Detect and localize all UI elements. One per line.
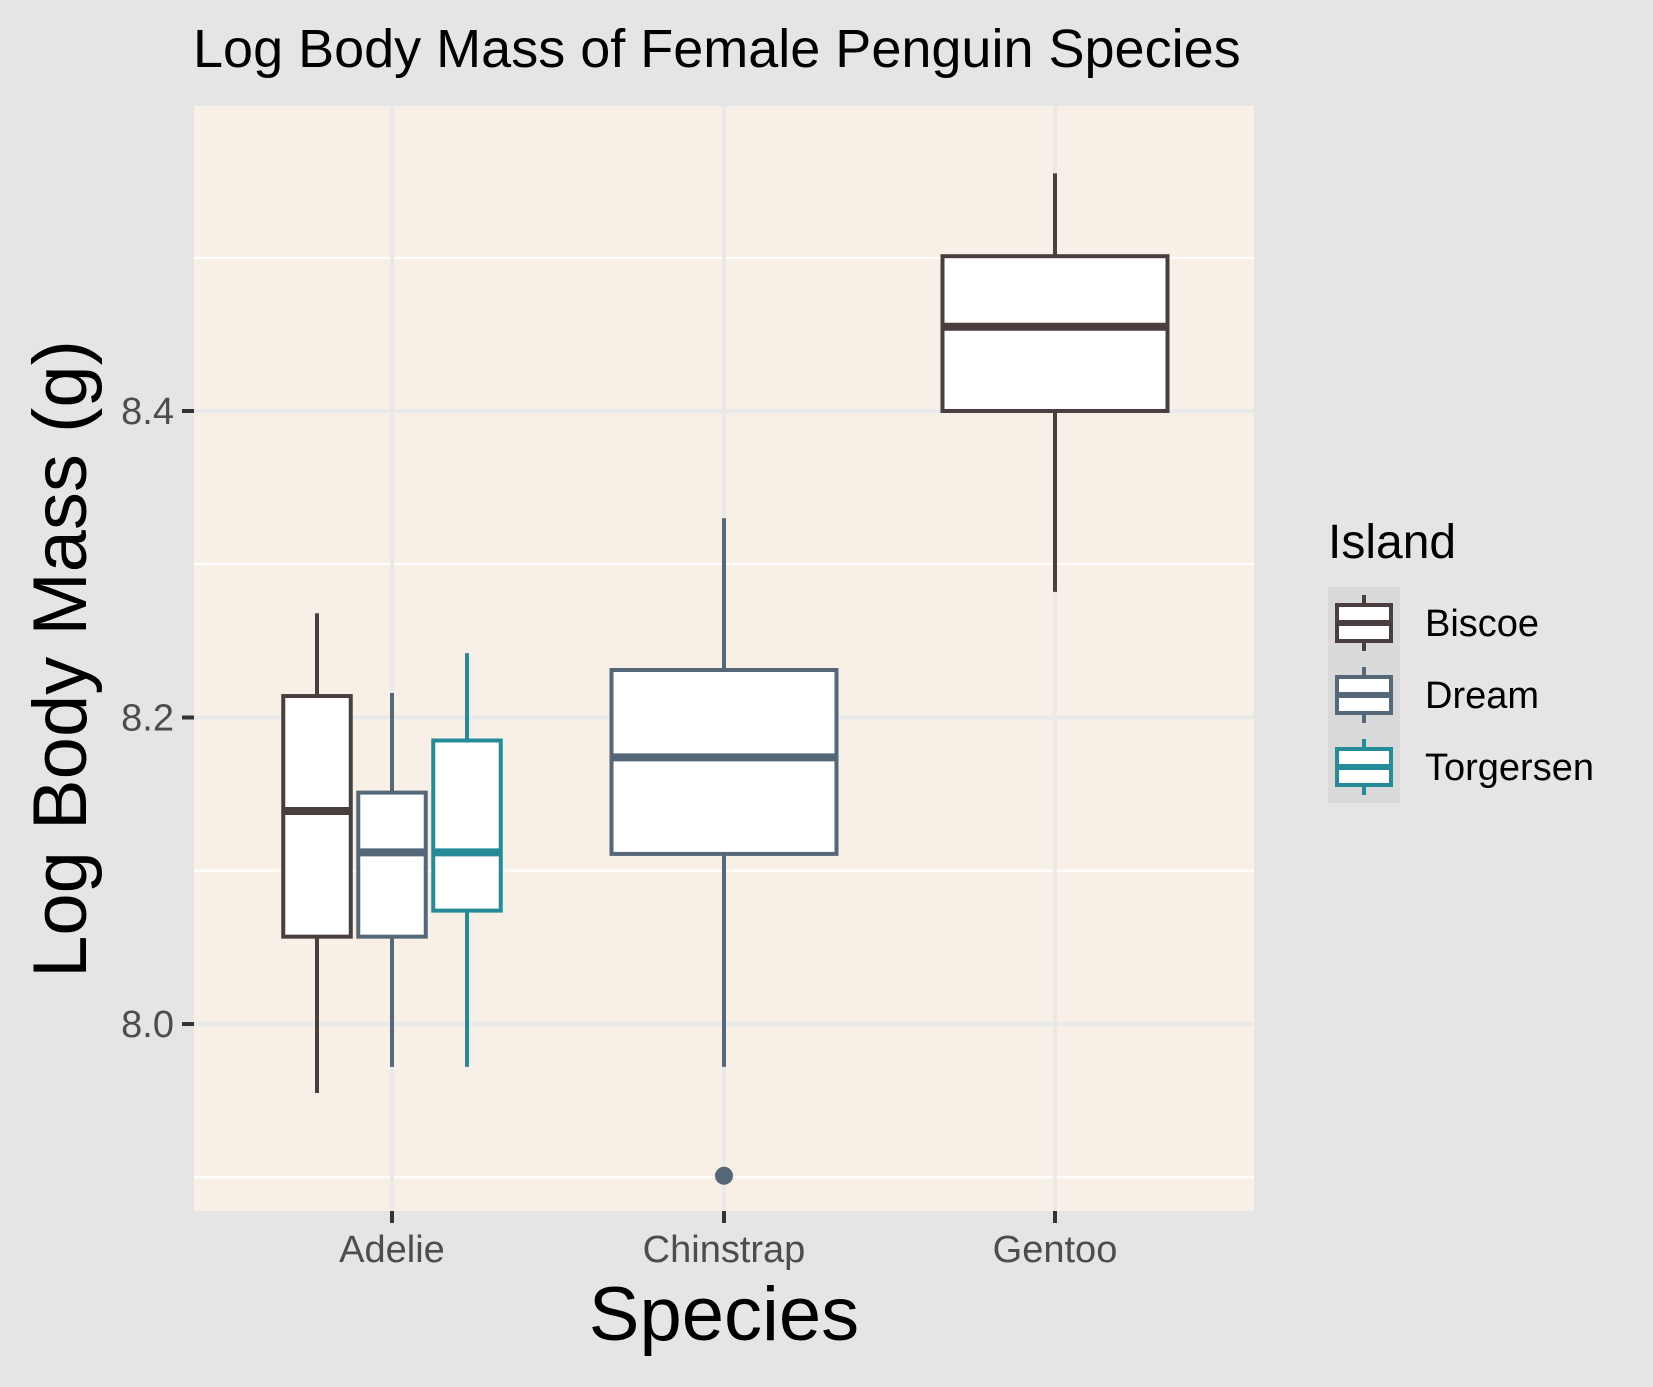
legend-item-dream: Dream <box>1335 667 1539 723</box>
y-tick-label: 8.0 <box>121 1004 174 1046</box>
legend-label: Dream <box>1425 675 1539 717</box>
chart-title: Log Body Mass of Female Penguin Species <box>193 19 1241 79</box>
legend-items: Biscoe Dream Torgersen <box>1328 587 1594 803</box>
y-tick-label: 8.2 <box>121 698 174 740</box>
legend-item-biscoe: Biscoe <box>1335 595 1539 651</box>
legend-item-torgersen: Torgersen <box>1335 739 1594 795</box>
boxes <box>281 173 1170 1185</box>
box-iqr <box>940 254 1170 413</box>
x-tick-label: Chinstrap <box>643 1229 806 1271</box>
legend-title: Island <box>1328 516 1456 569</box>
box-adelie-torgersen <box>431 653 503 1067</box>
box-adelie-biscoe <box>281 613 353 1093</box>
x-tick-label: Adelie <box>339 1229 445 1271</box>
box-iqr <box>431 738 503 913</box>
legend: Island Biscoe Dream Torgersen <box>1328 516 1594 803</box>
x-tick-label: Gentoo <box>993 1229 1118 1271</box>
box-chinstrap-dream <box>609 518 839 1185</box>
box-gentoo-biscoe <box>940 173 1170 592</box>
legend-label: Biscoe <box>1425 603 1539 645</box>
axes: 8.0 8.2 8.4 Adelie Chinstrap Gentoo <box>121 391 1117 1271</box>
y-tick-label: 8.4 <box>121 391 174 433</box>
outlier-point <box>715 1166 733 1185</box>
legend-label: Torgersen <box>1425 747 1594 789</box>
box-iqr <box>356 790 428 939</box>
y-axis-title: Log Body Mass (g) <box>18 340 103 978</box>
box-adelie-dream <box>356 692 428 1067</box>
box-iqr <box>609 667 839 856</box>
x-axis-title: Species <box>589 1272 859 1357</box>
box-iqr <box>281 694 353 939</box>
